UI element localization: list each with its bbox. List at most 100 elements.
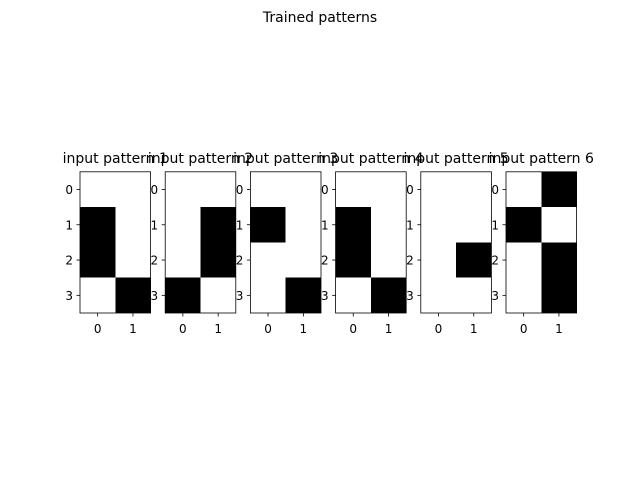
- pattern-1-cell-r0-c1: [115, 171, 151, 208]
- pattern-3-ytick-label-3: 3: [236, 289, 244, 303]
- pattern-1-cell-r2-c1: [115, 242, 151, 278]
- pattern-6-cell-r1-c0: [506, 207, 542, 243]
- pattern-3-cell-r0-c0: [250, 171, 286, 208]
- pattern-6-ytick-label-1: 1: [491, 218, 499, 232]
- pattern-2-cell-r3-c1: [200, 277, 236, 313]
- pattern-6-cell-r3-c0: [506, 277, 542, 313]
- pattern-6-frame: [505, 171, 577, 314]
- panel-6: input pattern 6 0 1 2 3 0 1: [489, 151, 594, 336]
- pattern-5-cell-r3-c0: [420, 277, 457, 313]
- pattern-5-cell-r0-c1: [456, 171, 492, 208]
- pattern-1-title: input pattern 1: [63, 151, 168, 167]
- pattern-2-cell-r2-c0: [165, 242, 201, 278]
- pattern-6-ytick-label-2: 2: [491, 254, 499, 268]
- pattern-6-cell-r1-c1: [541, 207, 577, 243]
- pattern-4-ytick-label-2: 2: [321, 254, 329, 268]
- pattern-3-cell-r1-c0: [250, 207, 286, 243]
- pattern-1-cell-r1-c0: [80, 207, 116, 243]
- panel-4: input pattern 4 0 1 2 3 0 1: [318, 151, 423, 336]
- pattern-2-xtick-label-1: 1: [214, 322, 222, 336]
- pattern-6-xtick-label-0: 0: [520, 322, 528, 336]
- figure-title: Trained patterns: [262, 10, 377, 26]
- pattern-4-ytick-label-1: 1: [321, 218, 329, 232]
- pattern-5-ytick-label-1: 1: [406, 218, 414, 232]
- pattern-1-xtick-label-0: 0: [94, 322, 102, 336]
- pattern-1-cell-r2-c0: [80, 242, 116, 278]
- pattern-5-cell-r2-c1: [456, 242, 492, 278]
- pattern-2-cell-r3-c0: [165, 277, 201, 313]
- pattern-3-cell-r3-c0: [250, 277, 286, 313]
- pattern-5-ytick-label-3: 3: [406, 289, 414, 303]
- pattern-3-cell-r3-c1: [285, 277, 321, 313]
- pattern-4-ytick-label-0: 0: [321, 183, 329, 197]
- pattern-2-ytick-label-3: 3: [151, 289, 159, 303]
- pattern-4-ytick-label-3: 3: [321, 289, 329, 303]
- pattern-4-cell-r3-c0: [335, 277, 371, 313]
- pattern-2-frame: [164, 171, 237, 314]
- pattern-3-frame: [249, 171, 322, 314]
- panel-5: input pattern 5 0 1 2 3 0 1: [403, 151, 508, 336]
- pattern-4-cell-r0-c1: [370, 171, 407, 208]
- pattern-6-cell-r0-c0: [506, 171, 542, 208]
- pattern-5-xtick-label-1: 1: [470, 322, 478, 336]
- pattern-4-title: input pattern 4: [318, 151, 423, 167]
- pattern-2-ytick-label-1: 1: [151, 218, 159, 232]
- pattern-6-xtick-label-1: 1: [555, 322, 563, 336]
- pattern-1-cell-r0-c0: [80, 171, 116, 208]
- pattern-4-cell-r1-c1: [370, 207, 407, 243]
- pattern-2-cell-r0-c1: [200, 171, 236, 208]
- pattern-4-cell-r2-c1: [370, 242, 407, 278]
- pattern-5-cell-r3-c1: [456, 277, 492, 313]
- pattern-2-cell-r0-c0: [165, 171, 201, 208]
- pattern-3-title: input pattern 3: [233, 151, 338, 167]
- pattern-2-cell-r1-c0: [165, 207, 201, 243]
- pattern-6-cell-r2-c1: [541, 242, 577, 278]
- pattern-5-frame: [420, 171, 492, 314]
- panels-group: input pattern 1 0 1 2 3 0 1 input pattern 2 0 1 2 3…: [63, 151, 594, 336]
- pattern-2-title: input pattern 2: [148, 151, 253, 167]
- pattern-3-xtick-label-0: 0: [264, 322, 272, 336]
- pattern-1-xtick-label-1: 1: [129, 322, 137, 336]
- pattern-4-xtick-label-1: 1: [385, 322, 393, 336]
- pattern-6-cell-r3-c1: [541, 277, 577, 313]
- pattern-5-xtick-label-0: 0: [435, 322, 443, 336]
- panel-1: input pattern 1 0 1 2 3 0 1: [63, 151, 168, 336]
- pattern-3-ytick-label-0: 0: [236, 183, 244, 197]
- pattern-5-ytick-label-2: 2: [406, 254, 414, 268]
- pattern-5-cell-r2-c0: [420, 242, 457, 278]
- pattern-5-ytick-label-0: 0: [406, 183, 414, 197]
- pattern-1-cell-r3-c1: [115, 277, 151, 313]
- pattern-3-cell-r2-c0: [250, 242, 286, 278]
- pattern-6-cell-r0-c1: [541, 171, 577, 208]
- panel-3: input pattern 3 0 1 2 3 0 1: [233, 151, 338, 336]
- pattern-4-cell-r0-c0: [335, 171, 371, 208]
- pattern-4-xtick-label-0: 0: [349, 322, 357, 336]
- pattern-3-cell-r0-c1: [285, 171, 321, 208]
- pattern-3-cell-r2-c1: [285, 242, 321, 278]
- pattern-4-frame: [335, 171, 407, 314]
- pattern-5-cell-r1-c0: [420, 207, 457, 243]
- pattern-4-cell-r3-c1: [370, 277, 407, 313]
- pattern-3-cell-r1-c1: [285, 207, 321, 243]
- pattern-2-xtick-label-0: 0: [179, 322, 187, 336]
- pattern-5-cell-r0-c0: [420, 171, 457, 208]
- pattern-1-ytick-label-0: 0: [65, 183, 73, 197]
- pattern-3-ytick-label-1: 1: [236, 218, 244, 232]
- pattern-6-ytick-label-3: 3: [491, 289, 499, 303]
- pattern-5-title: input pattern 5: [403, 151, 508, 167]
- pattern-1-ytick-label-1: 1: [65, 218, 73, 232]
- pattern-1-cell-r1-c1: [115, 207, 151, 243]
- pattern-2-cell-r1-c1: [200, 207, 236, 243]
- pattern-1-ytick-label-2: 2: [65, 254, 73, 268]
- pattern-1-frame: [79, 171, 151, 314]
- pattern-6-ytick-label-0: 0: [491, 183, 499, 197]
- pattern-1-cell-r3-c0: [80, 277, 116, 313]
- pattern-4-cell-r2-c0: [335, 242, 371, 278]
- pattern-3-xtick-label-1: 1: [300, 322, 308, 336]
- panel-2: input pattern 2 0 1 2 3 0 1: [148, 151, 253, 336]
- pattern-6-cell-r2-c0: [506, 242, 542, 278]
- pattern-1-ytick-label-3: 3: [65, 289, 73, 303]
- pattern-2-ytick-label-2: 2: [151, 254, 159, 268]
- pattern-3-ytick-label-2: 2: [236, 254, 244, 268]
